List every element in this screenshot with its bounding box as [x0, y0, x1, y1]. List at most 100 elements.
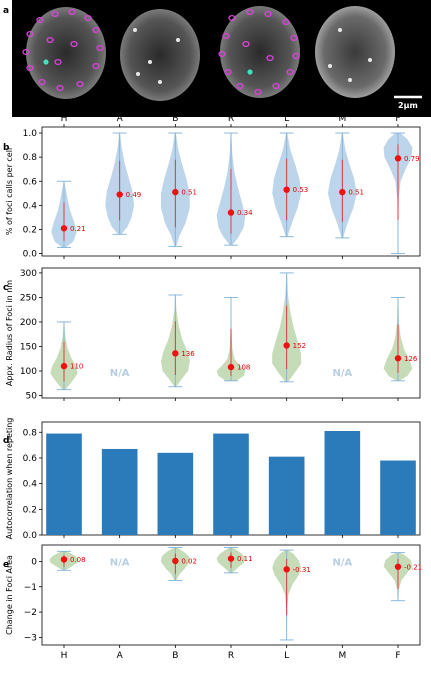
panel-letter-b: b: [3, 143, 10, 153]
x-tick-label: R: [228, 651, 234, 661]
foci-marker: [22, 48, 30, 56]
foci-marker: [54, 58, 62, 66]
mean-label-H: 0.08: [70, 556, 86, 564]
mean-point-M: [339, 188, 346, 196]
mean-label-B: 136: [181, 350, 195, 358]
foci-marker: [290, 34, 298, 42]
na-label-M: N/A: [332, 557, 352, 568]
mean-point-L: [283, 186, 290, 193]
bar-A: [101, 448, 138, 535]
foci-marker: [282, 18, 290, 26]
y-tick-label: 250: [20, 293, 37, 303]
foci-marker: [218, 50, 226, 58]
x-tick-label-top: L: [284, 114, 289, 124]
bright-spot: [148, 60, 152, 64]
mean-label-H: 110: [70, 363, 83, 371]
bar-M: [324, 430, 361, 535]
y-tick-label: 0.4: [23, 201, 38, 211]
bar-B: [157, 452, 194, 535]
mean-point-L: [283, 342, 290, 349]
foci-marker: [92, 62, 100, 70]
bright-spot: [348, 78, 352, 82]
mean-label-R: 0.34: [237, 209, 253, 217]
mean-point-F: [394, 355, 402, 362]
x-tick-label: H: [61, 651, 68, 661]
mean-point-H: [60, 556, 68, 563]
na-label-M: N/A: [332, 368, 352, 379]
x-tick-label-top: A: [117, 114, 124, 124]
y-tick-label: 0.2: [23, 225, 37, 235]
foci-markers: [22, 8, 372, 96]
x-tick-label: M: [338, 651, 346, 661]
y-tick-label: 200: [20, 318, 37, 328]
bright-spot: [136, 72, 140, 76]
panel-letter-e: e: [3, 560, 9, 570]
bar-L: [268, 456, 305, 535]
panel-a: a 2µm: [3, 0, 431, 117]
foci-marker: [246, 8, 254, 16]
foci-marker: [242, 40, 250, 48]
y-axis-label: % of foci calls per cell: [5, 148, 14, 235]
foci-marker: [36, 16, 44, 24]
x-tick-label: L: [284, 651, 289, 661]
mean-point-R: [227, 363, 235, 371]
chart-panel-c: c 50 100 150 200 250 300 Appx. Radius of Foci i…: [3, 267, 421, 402]
nucleus-image-4: [315, 6, 395, 98]
foci-marker: [84, 14, 92, 22]
foci-marker: [222, 32, 230, 40]
y-tick-label: 0.4: [23, 480, 38, 490]
mean-label-R: 0.11: [237, 555, 253, 563]
mean-point-F: [394, 155, 402, 162]
y-tick-label: 0.2: [23, 505, 37, 515]
na-label-A: N/A: [110, 557, 130, 568]
y-tick-label: 0.8: [23, 428, 38, 438]
x-tick-label-top: B: [172, 114, 178, 124]
bright-spot: [176, 38, 180, 42]
bright-spot: [328, 64, 332, 68]
bar-H: [46, 433, 82, 535]
y-tick-label: −3: [24, 633, 37, 643]
nucleus-image-2: [120, 9, 200, 101]
foci-marker: [92, 26, 100, 34]
foci-marker: [224, 68, 232, 76]
mean-label-F: 126: [404, 355, 418, 363]
chart-panel-e: e −3 −2 −1 0 Change in Foci Area H A B R L M F 0.08 N/…: [3, 544, 422, 661]
bright-spot: [338, 28, 342, 32]
foci-marker: [26, 30, 34, 38]
mean-label-H: 0.21: [70, 225, 86, 233]
y-tick-label: −2: [24, 608, 37, 618]
mean-label-F: -0.21: [404, 563, 422, 571]
mean-point-R: [227, 209, 235, 216]
mean-label-L: -0.31: [293, 566, 311, 574]
foci-marker: [38, 78, 46, 86]
y-tick-label: −1: [24, 583, 37, 593]
mean-point-F: [394, 563, 402, 570]
foci-marker: [228, 14, 236, 22]
foci-marker: [292, 52, 300, 60]
bar-R: [213, 433, 249, 535]
nucleus-image-1: [26, 7, 106, 99]
x-tick-label-top: R: [228, 114, 234, 124]
mean-point-L: [283, 566, 290, 573]
y-tick-label: 0.8: [23, 153, 38, 163]
mean-label-A: 0.49: [126, 191, 142, 199]
y-tick-label: 0.6: [23, 177, 38, 187]
foci-marker-cyan: [43, 59, 49, 65]
mean-label-B: 0.51: [181, 189, 197, 197]
foci-marker: [236, 82, 244, 90]
x-tick-label-top: M: [338, 114, 346, 124]
foci-marker: [264, 10, 272, 18]
panel-letter-a: a: [3, 6, 9, 16]
y-tick-label: 0.0: [23, 531, 38, 541]
mean-label-L: 152: [293, 342, 306, 350]
mean-label-L: 0.53: [293, 186, 309, 194]
foci-marker: [266, 54, 274, 62]
mean-point-B: [172, 350, 179, 357]
foci-marker: [76, 80, 84, 88]
y-axis-label: Change in Foci Area: [5, 555, 14, 635]
mean-point-H: [60, 225, 68, 232]
y-tick-label: 150: [20, 342, 37, 352]
panel-letter-c: c: [3, 283, 8, 293]
y-tick-label: 0.0: [23, 250, 38, 260]
mean-point-R: [227, 555, 235, 562]
